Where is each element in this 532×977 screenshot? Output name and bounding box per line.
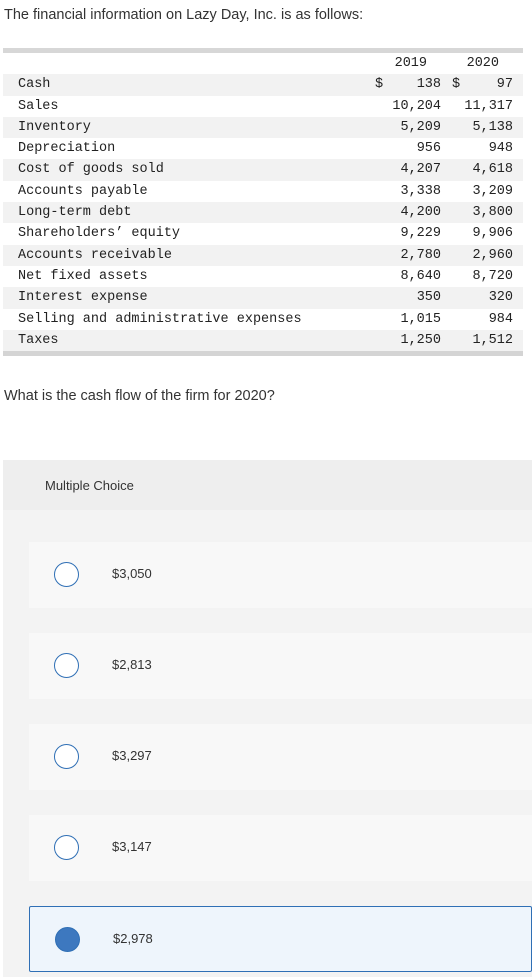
value-2020: 5,138 (472, 119, 513, 135)
row-label: Selling and administrative expenses (18, 311, 302, 327)
row-label: Cash (18, 77, 51, 93)
table-row: Inventory 5,209 5,138 (3, 116, 523, 139)
value-2020: 984 (488, 311, 513, 327)
choice-label: $2,813 (112, 657, 152, 672)
value-2019: 2,780 (400, 247, 441, 263)
table-row: Accounts payable 3,338 3,209 (3, 181, 523, 202)
value-2020: 2,960 (472, 247, 513, 263)
value-2019: 10,204 (392, 98, 441, 114)
value-2020: 9,906 (472, 226, 513, 242)
value-2020: 8,720 (472, 268, 513, 284)
value-2019: 138 (416, 77, 441, 93)
choice-label: $2,978 (113, 931, 153, 946)
choice-option[interactable]: $2,978 (29, 906, 532, 972)
row-label: Shareholders’ equity (18, 226, 181, 242)
value-2019: 1,015 (400, 311, 441, 327)
value-2019: 4,200 (400, 205, 441, 221)
choice-label: $3,297 (112, 748, 152, 763)
table-row: Interest expense 350 320 (3, 287, 523, 309)
choice-option[interactable]: $3,297 (29, 724, 532, 790)
radio-unselected-icon[interactable] (54, 562, 79, 587)
table-row: Cost of goods sold 4,207 4,618 (3, 159, 523, 181)
choice-label: $3,050 (112, 566, 152, 581)
choice-option[interactable]: $3,147 (29, 815, 532, 881)
choice-option[interactable]: $2,813 (29, 633, 532, 699)
value-2020: 320 (488, 290, 513, 306)
table-row: Cash $ $138 97 (3, 74, 523, 96)
value-2019: 4,207 (400, 162, 441, 178)
row-label: Inventory (18, 119, 91, 135)
row-label: Long-term debt (18, 205, 132, 221)
row-label: Cost of goods sold (18, 162, 164, 178)
question-text: What is the cash flow of the firm for 20… (4, 388, 275, 404)
table-row: Net fixed assets 8,640 8,720 (3, 266, 523, 287)
currency-symbol-2019: $ (375, 77, 384, 93)
value-2020: 948 (488, 141, 513, 157)
multiple-choice-panel: Multiple Choice $3,050 $2,813 $3,297 $3,147… (3, 460, 532, 977)
table-bottom-rule (3, 351, 523, 357)
row-label: Net fixed assets (18, 268, 148, 284)
value-2020: 3,209 (472, 183, 513, 199)
multiple-choice-header: Multiple Choice (3, 460, 532, 510)
value-2020: 97 (496, 77, 513, 93)
table-top-rule (3, 48, 523, 53)
choice-option[interactable]: $3,050 (29, 542, 532, 608)
table-row: Accounts receivable 2,780 2,960 (3, 244, 523, 266)
table-row: Taxes 1,250 1,512 (3, 329, 523, 352)
header-2020: 2020 (466, 56, 499, 71)
row-label: Interest expense (18, 290, 148, 306)
value-2019: 3,338 (400, 183, 441, 199)
radio-unselected-icon[interactable] (54, 653, 79, 678)
table-body: 2019 2020 Cash $ $138 97 Sales 10,204 11,317 In… (3, 53, 523, 352)
radio-unselected-icon[interactable] (54, 835, 79, 860)
financial-table: 2019 2020 Cash $ $138 97 Sales 10,204 11,317 In… (3, 48, 523, 357)
row-label: Taxes (18, 332, 59, 348)
table-row: Depreciation 956 948 (3, 138, 523, 159)
value-2020: 3,800 (472, 205, 513, 221)
value-2020: 11,317 (464, 98, 513, 114)
row-label: Accounts receivable (18, 247, 172, 263)
problem-intro: The financial information on Lazy Day, I… (4, 7, 364, 23)
table-row: Long-term debt 4,200 3,800 (3, 202, 523, 224)
value-2019: 350 (416, 290, 441, 306)
value-2019: 1,250 (400, 332, 441, 348)
multiple-choice-title: Multiple Choice (45, 478, 134, 493)
value-2019: 5,209 (400, 119, 441, 135)
row-label: Accounts payable (18, 183, 148, 199)
radio-selected-icon[interactable] (55, 927, 80, 952)
table-row: Shareholders’ equity 9,229 9,906 (3, 223, 523, 244)
table-header-row: 2019 2020 (3, 53, 523, 74)
choice-label: $3,147 (112, 839, 152, 854)
row-label: Depreciation (18, 141, 116, 157)
currency-symbol-2020: $ (452, 77, 461, 93)
value-2019: 8,640 (400, 268, 441, 284)
value-2019: 9,229 (400, 226, 441, 242)
row-label: Sales (18, 98, 59, 114)
value-2020: 4,618 (472, 162, 513, 178)
table-row: Sales 10,204 11,317 (3, 96, 523, 117)
table-row: Selling and administrative expenses 1,015… (3, 309, 523, 330)
value-2019: 956 (416, 141, 441, 157)
radio-unselected-icon[interactable] (54, 744, 79, 769)
value-2020: 1,512 (472, 332, 513, 348)
header-2019: 2019 (394, 56, 427, 71)
